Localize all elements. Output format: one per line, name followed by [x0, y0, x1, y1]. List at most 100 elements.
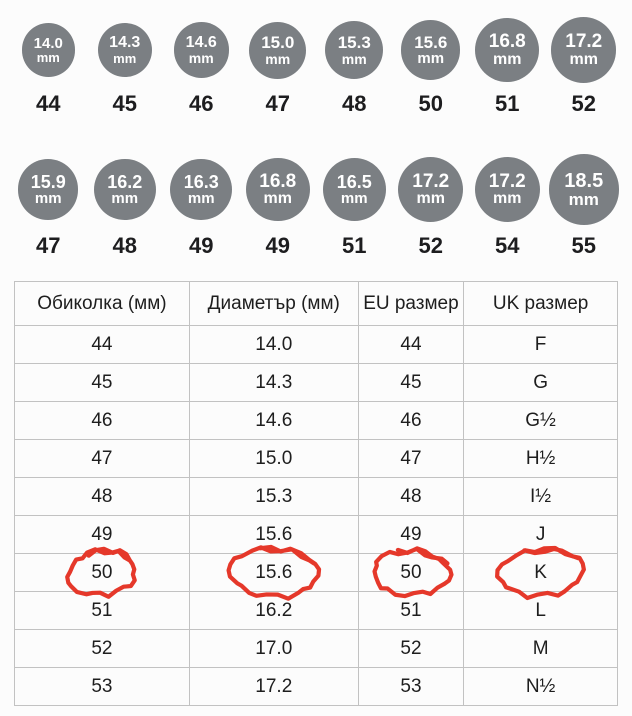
table-cell-value: 14.3 — [255, 371, 293, 393]
table-cell-value: 16.2 — [255, 599, 293, 621]
ring-circle-box: 16.3 mm — [170, 153, 233, 226]
table-cell: 14.6 — [188, 401, 359, 440]
table-row: 47 15.0 47 H½ — [14, 439, 618, 478]
table-cell-value: M — [532, 637, 549, 659]
table-cell-value: 45 — [91, 371, 113, 393]
ring-size-item: 14.0 mm 44 — [10, 16, 87, 117]
ring-diameter-circle: 14.0 mm — [21, 23, 75, 77]
table-cell: 50 — [14, 546, 190, 599]
table-cell-value: 47 — [400, 447, 422, 469]
ring-diameter-circle: 16.3 mm — [170, 158, 233, 221]
ring-diameter-unit: mm — [263, 190, 292, 208]
ring-size-number: 48 — [342, 91, 367, 116]
table-cell-value: 14.0 — [255, 333, 293, 355]
ring-diameter-circle: 18.5 mm — [548, 154, 619, 225]
table-cell-value: 53 — [400, 675, 422, 697]
table-cell-value: 47 — [91, 447, 113, 469]
table-cell: G½ — [463, 401, 618, 440]
table-cell: 49 — [14, 515, 190, 554]
ring-diameter-circle: 15.3 mm — [325, 20, 384, 80]
table-cell: 15.0 — [188, 439, 359, 478]
ring-size-item: 14.6 mm 46 — [163, 16, 240, 117]
ring-size-number: 54 — [495, 233, 520, 258]
ring-circle-box: 17.2 mm — [474, 153, 540, 226]
table-cell: 47 — [14, 439, 190, 478]
ring-diameter-unit: mm — [493, 190, 522, 208]
table-cell: 15.6 — [188, 544, 359, 601]
table-cell-value: 15.0 — [255, 447, 293, 469]
table-cell-value: G½ — [525, 409, 556, 431]
table-cell-value: 51 — [400, 599, 422, 621]
table-row-highlighted: 50 15.6 50 K — [14, 544, 618, 601]
ring-circle-box: 14.6 mm — [173, 16, 229, 84]
ring-circle-box: 14.0 mm — [21, 16, 75, 84]
ring-size-item: 17.2 mm 54 — [469, 153, 546, 259]
table-cell-value: 48 — [400, 485, 422, 507]
table-row: 44 14.0 44 F — [14, 325, 618, 364]
ring-diameter-value: 14.0 — [33, 34, 63, 52]
ring-diameter-unit: mm — [188, 50, 214, 67]
ring-diameter-unit: mm — [341, 50, 367, 67]
ring-diameter-value: 17.2 — [565, 31, 603, 53]
table-row: 52 17.0 52 M — [14, 629, 618, 668]
ring-diameter-unit: mm — [113, 50, 137, 66]
ring-circle-box: 15.9 mm — [18, 153, 79, 226]
ring-diameter-unit: mm — [568, 190, 599, 210]
size-conversion-table-wrap: Обиколка (мм) Диаметър (мм) EU размер UK ра… — [14, 281, 618, 706]
table-row: 51 16.2 51 L — [14, 591, 618, 630]
table-cell: H½ — [463, 439, 618, 478]
table-cell-value: 44 — [400, 333, 422, 355]
ring-diameter-circle: 15.9 mm — [18, 159, 79, 220]
table-cell-value: J — [535, 523, 546, 545]
table-cell-value: 15.6 — [255, 523, 293, 545]
ring-size-number: 48 — [112, 233, 137, 258]
table-cell: 17.0 — [188, 629, 359, 668]
ring-circle-box: 15.3 mm — [325, 16, 384, 84]
ring-circle-box: 16.8 mm — [475, 16, 540, 84]
ring-size-item: 16.8 mm 51 — [469, 16, 546, 117]
ring-size-item: 14.3 mm 45 — [87, 16, 164, 117]
ring-diameter-circle: 16.5 mm — [322, 158, 386, 221]
table-cell: 15.3 — [188, 477, 359, 516]
ring-diameter-unit: mm — [34, 190, 62, 208]
table-cell: 50 — [357, 545, 465, 598]
ring-diameter-value: 18.5 — [564, 169, 604, 192]
ring-size-item: 15.6 mm 50 — [393, 16, 470, 117]
table-cell: J — [463, 515, 618, 554]
table-cell: 51 — [357, 591, 465, 630]
table-cell: 51 — [14, 591, 190, 630]
ring-diameter-value: 15.3 — [337, 33, 371, 53]
ring-circle-box: 16.5 mm — [322, 153, 386, 226]
ring-size-number: 47 — [36, 233, 61, 258]
ring-size-number: 47 — [265, 91, 290, 116]
ring-size-guide: 14.0 mm 44 14.3 mm 45 14.6 mm 46 15.0 mm 47 15.3 mm 48… — [0, 16, 632, 716]
ring-circle-box: 18.5 mm — [548, 153, 619, 226]
table-cell-value: 46 — [91, 409, 113, 431]
ring-size-number: 55 — [571, 233, 596, 258]
table-cell: 48 — [14, 477, 190, 516]
ring-diameter-circle: 14.6 mm — [173, 22, 229, 78]
ring-size-number: 52 — [571, 91, 596, 116]
table-cell: 46 — [357, 401, 465, 440]
table-cell-value: 46 — [400, 409, 422, 431]
table-cell-value: 48 — [91, 485, 113, 507]
ring-size-item: 17.2 mm 52 — [546, 16, 623, 117]
table-cell: 44 — [357, 325, 465, 364]
ring-diameter-row-top: 14.0 mm 44 14.3 mm 45 14.6 mm 46 15.0 mm 47 15.3 mm 48… — [0, 16, 632, 117]
table-cell: 14.0 — [188, 325, 359, 364]
table-cell: I½ — [463, 477, 618, 516]
ring-diameter-unit: mm — [417, 50, 445, 68]
table-row: 48 15.3 48 I½ — [14, 477, 618, 516]
ring-diameter-circle: 17.2 mm — [474, 156, 540, 223]
table-row: 45 14.3 45 G — [14, 363, 618, 402]
ring-diameter-unit: mm — [265, 50, 291, 67]
ring-size-item: 16.3 mm 49 — [163, 153, 240, 259]
ring-size-item: 18.5 mm 55 — [546, 153, 623, 259]
ring-circle-box: 17.2 mm — [398, 153, 464, 226]
table-cell-value: G — [533, 371, 548, 393]
ring-size-item: 15.0 mm 47 — [240, 16, 317, 117]
ring-circle-box: 14.3 mm — [97, 16, 152, 84]
ring-diameter-circle: 16.8 mm — [475, 18, 540, 82]
ring-diameter-unit: mm — [36, 50, 60, 66]
ring-diameter-circle: 17.2 mm — [398, 156, 464, 223]
